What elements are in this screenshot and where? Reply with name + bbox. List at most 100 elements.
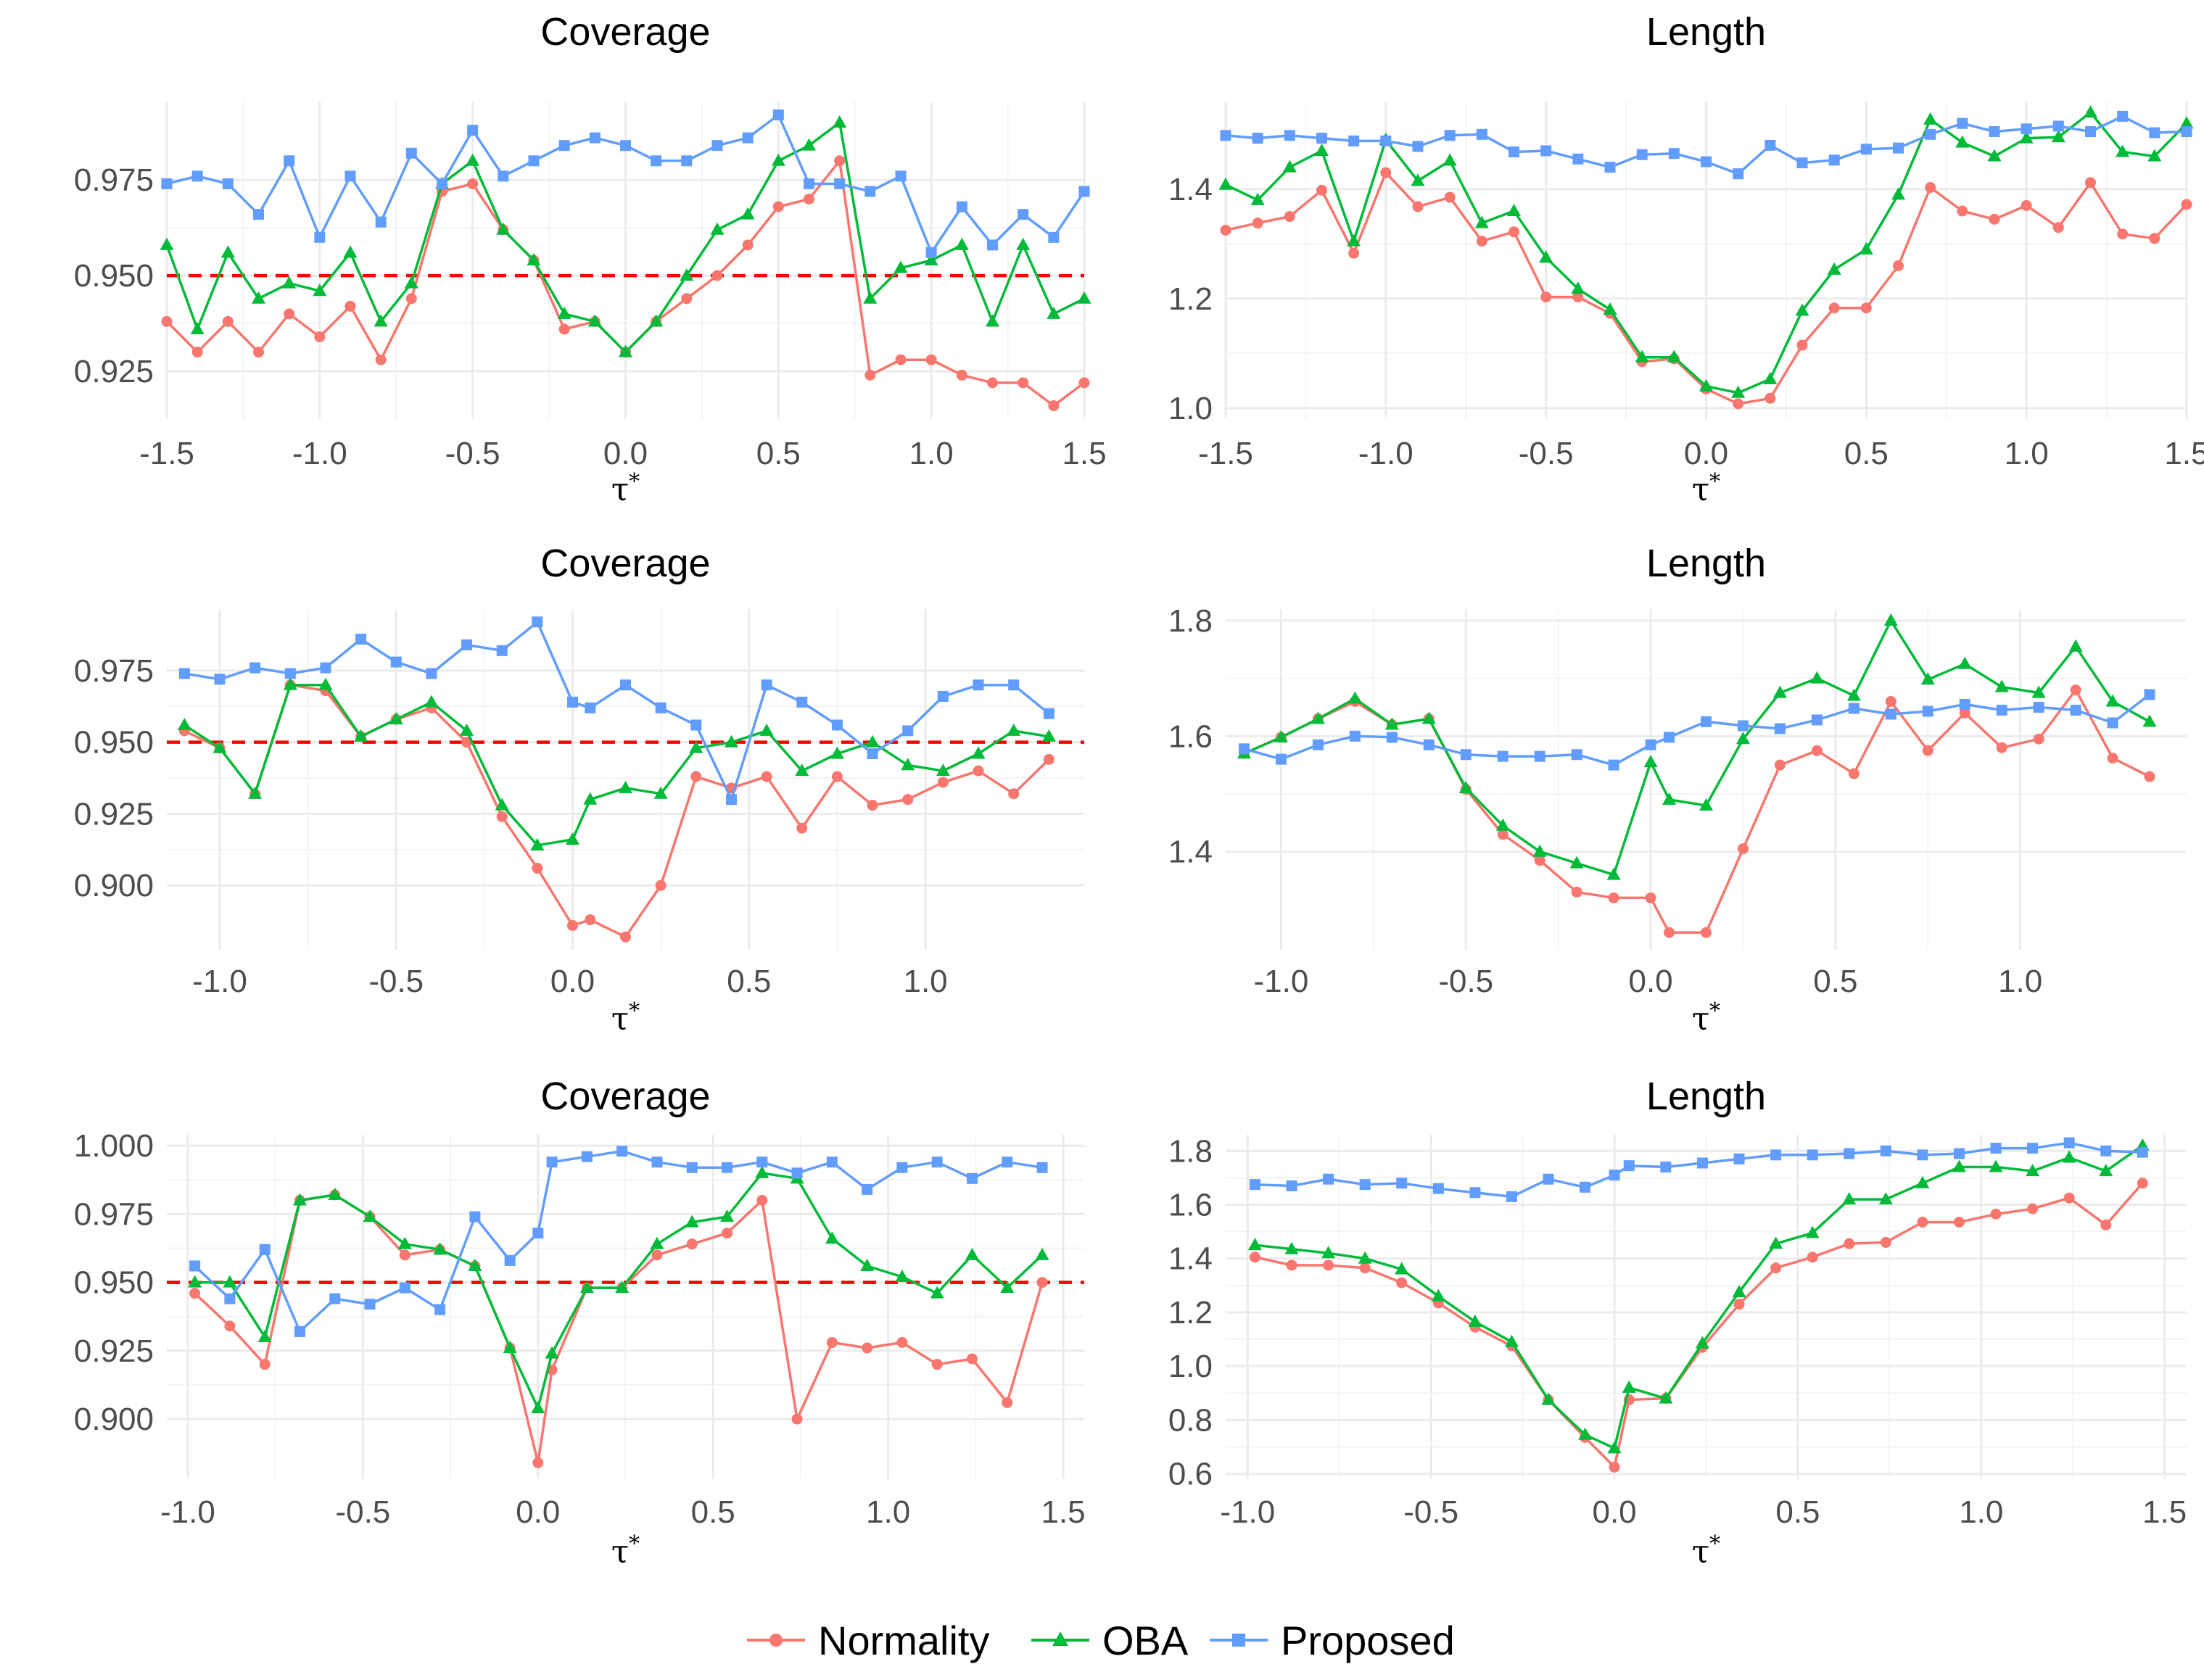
data-point	[1699, 798, 1713, 811]
data-point	[619, 344, 632, 357]
data-point	[2070, 684, 2081, 696]
y-tick-label: 1.4	[1168, 172, 1213, 207]
data-point	[2062, 1150, 2076, 1163]
data-point	[895, 170, 907, 182]
data-point	[690, 719, 702, 731]
data-point	[1423, 739, 1435, 750]
data-point	[178, 668, 190, 679]
data-point	[1249, 1251, 1260, 1263]
data-point	[901, 758, 915, 771]
data-point	[1077, 291, 1091, 304]
data-point	[2144, 689, 2155, 700]
series-line-normality	[1255, 1182, 2144, 1469]
data-point	[1643, 755, 1658, 768]
data-point	[620, 140, 631, 152]
data-point	[2181, 126, 2192, 138]
y-tick-label: 1.8	[1168, 1133, 1213, 1169]
data-point	[1476, 128, 1487, 140]
series-oba	[1237, 613, 2157, 880]
data-point	[1883, 613, 1898, 626]
data-point	[1386, 732, 1398, 743]
data-point	[1347, 233, 1361, 247]
data-point	[1468, 1314, 1482, 1327]
data-point	[1957, 117, 1968, 129]
data-point	[1274, 729, 1288, 742]
data-point	[530, 837, 545, 851]
x-tick-label: -0.5	[368, 964, 424, 999]
data-point	[867, 800, 878, 811]
data-point	[895, 1270, 909, 1283]
data-point	[1603, 302, 1617, 315]
data-point	[1606, 867, 1621, 880]
data-point	[1539, 250, 1553, 263]
data-point	[220, 245, 235, 258]
data-point	[834, 155, 846, 167]
x-tick-label: 1.5	[1062, 436, 1106, 471]
data-point	[1809, 671, 1824, 684]
data-point	[864, 186, 876, 197]
data-point	[214, 674, 226, 685]
data-point	[581, 1151, 593, 1162]
data-point	[468, 1258, 482, 1271]
x-tick-label: 0.0	[1628, 964, 1672, 999]
data-point	[1955, 135, 1970, 148]
gridlines	[1224, 102, 2188, 419]
x-tick-label: 0.0	[516, 1494, 560, 1530]
x-tick-label: -1.0	[1220, 1494, 1275, 1530]
panel-title: Length	[1646, 542, 1766, 585]
data-point	[804, 194, 814, 205]
data-point	[1796, 339, 1808, 351]
data-point	[1016, 237, 1031, 250]
data-point	[320, 662, 331, 674]
data-point	[364, 1299, 376, 1310]
data-point	[1959, 698, 1970, 710]
data-point	[1495, 818, 1510, 831]
data-point	[495, 798, 509, 811]
x-tick-label: 0.5	[756, 436, 801, 471]
data-point	[354, 729, 368, 742]
data-point	[283, 677, 297, 690]
data-point	[1043, 708, 1054, 719]
data-point	[2063, 1137, 2075, 1149]
data-point	[390, 656, 402, 668]
data-point	[1733, 1153, 1745, 1164]
legend-key-oba-marker	[1052, 1631, 1068, 1646]
x-axis-label: τ*	[1692, 469, 1720, 508]
y-tick-label: 0.975	[74, 1196, 154, 1232]
data-point	[1609, 1170, 1620, 1181]
x-tick-label: -0.5	[1403, 1494, 1458, 1530]
data-point	[1846, 688, 1861, 701]
data-point	[1604, 162, 1616, 173]
data-point	[1994, 679, 2009, 692]
x-tick-label: -1.0	[192, 964, 247, 999]
data-point	[1990, 1208, 2002, 1220]
data-point	[1282, 160, 1297, 173]
data-point	[1238, 743, 1250, 755]
data-point	[161, 315, 173, 327]
data-point	[437, 178, 447, 189]
data-point	[655, 880, 666, 891]
data-point	[1220, 224, 1231, 236]
series-oba	[1247, 1138, 2150, 1454]
data-point	[496, 222, 511, 235]
data-point	[1996, 742, 2007, 753]
data-point	[2149, 233, 2160, 244]
data-point	[532, 616, 543, 628]
data-point	[1957, 205, 1968, 217]
data-point	[865, 735, 880, 748]
data-point	[620, 931, 631, 943]
data-point	[902, 794, 914, 806]
data-point	[188, 1275, 202, 1288]
data-point	[1608, 892, 1619, 903]
data-point	[2085, 126, 2096, 138]
data-point	[720, 1209, 735, 1222]
data-point	[1987, 149, 2002, 162]
series-line-proposed	[184, 621, 1050, 801]
data-point	[761, 771, 772, 782]
data-point	[772, 201, 784, 212]
panel-1: -1.5 -1.0 -0.5 0.0 0.5 1.0 1.5 0.925 0.950 0.975 C…	[74, 10, 1107, 508]
data-point	[1312, 739, 1324, 750]
y-tick-label: 1.8	[1168, 603, 1213, 639]
data-point	[1860, 144, 1872, 155]
data-point	[1923, 112, 1938, 125]
